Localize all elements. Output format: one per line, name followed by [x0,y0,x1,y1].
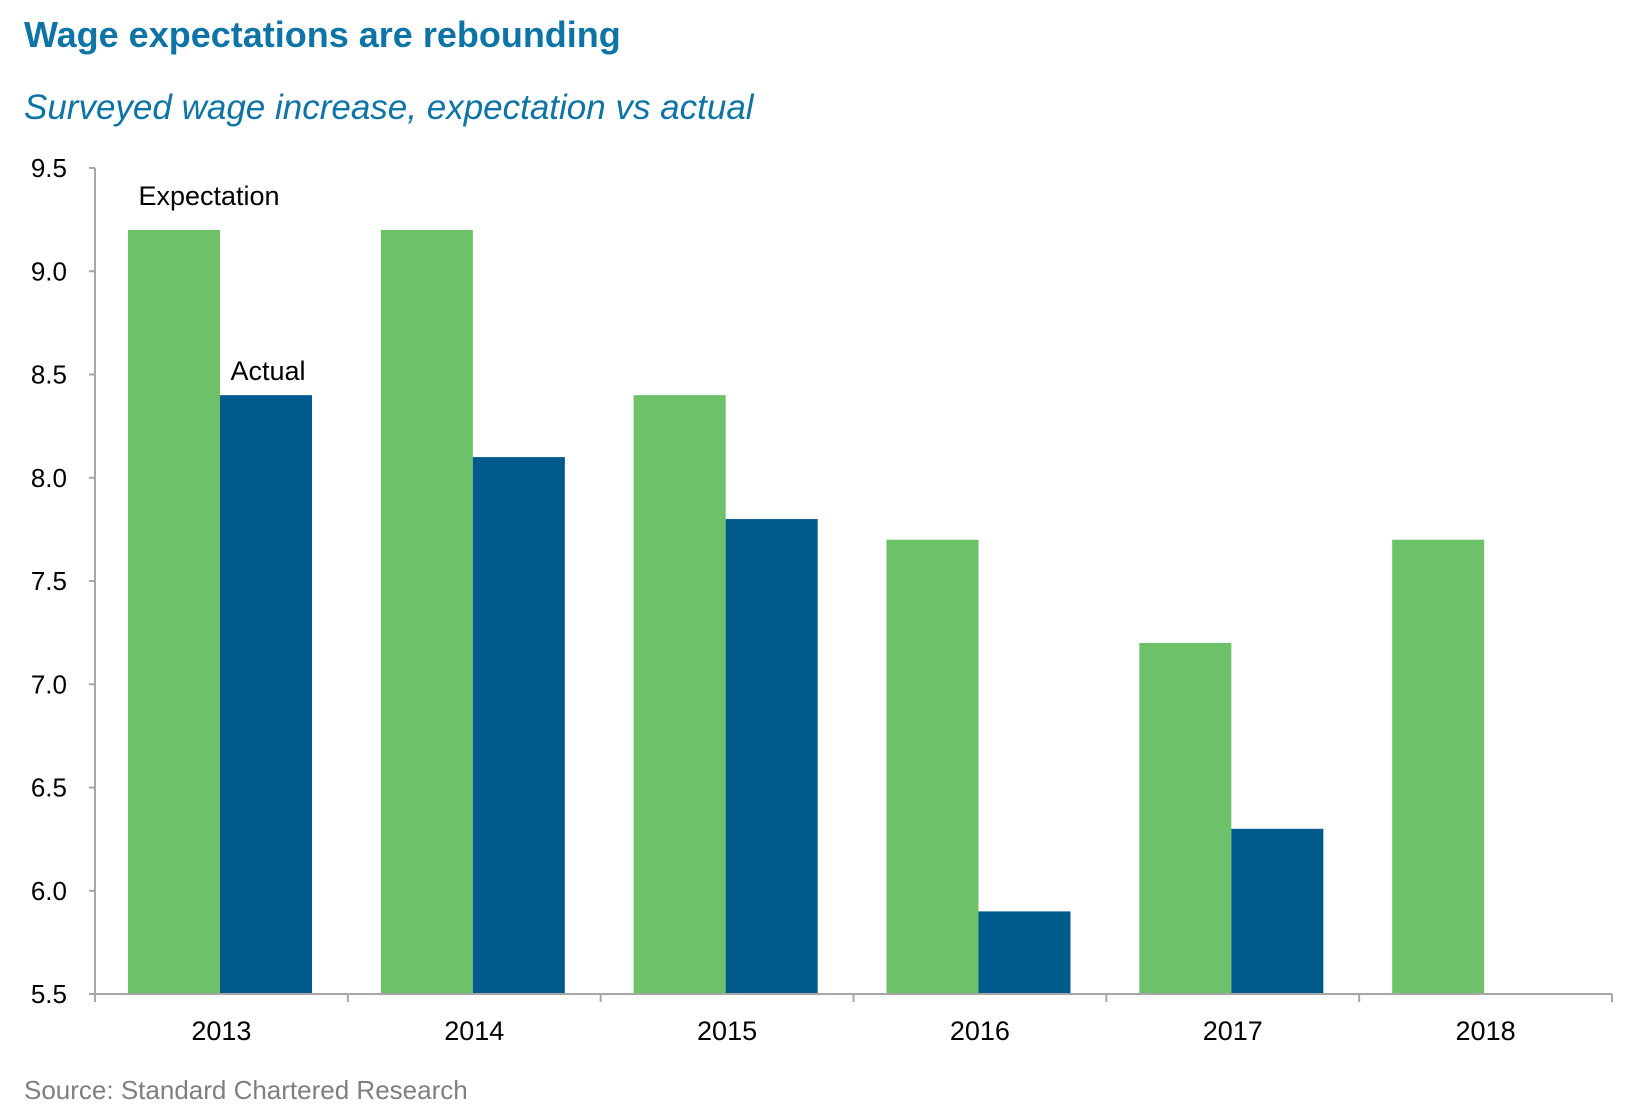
y-tick-label: 7.0 [31,669,67,699]
expectation-bar [1392,539,1485,994]
expectation-bar [633,395,726,994]
y-tick-label: 9.5 [31,153,67,183]
actual-bar [1231,828,1324,994]
x-tick-label: 2013 [191,1016,251,1046]
x-tick-label: 2014 [444,1016,504,1046]
actual-bar [978,911,1071,994]
x-tick-label: 2015 [697,1016,757,1046]
actual-bar [472,457,565,995]
y-tick-label: 6.5 [31,773,67,803]
y-tick-label: 9.0 [31,256,67,286]
y-tick-label: 8.5 [31,360,67,390]
x-tick-label: 2018 [1456,1016,1516,1046]
y-tick-label: 6.0 [31,876,67,906]
actual-bar [725,519,818,994]
chart-title: Wage expectations are rebounding [24,14,621,55]
y-tick-label: 7.5 [31,566,67,596]
expectation-bar [886,539,979,994]
y-axis: 5.5 6.0 6.5 7.0 7.5 8.0 8.5 9.0 9.5 [31,153,96,1009]
bars [128,229,1485,995]
x-axis [94,993,1613,1002]
chart-subtitle: Surveyed wage increase, expectation vs a… [24,88,754,127]
expectation-bar [1139,642,1232,994]
series-labels: Expectation Actual [138,181,305,386]
y-tick-label: 8.0 [31,463,67,493]
source-note: Source: Standard Chartered Research [24,1075,468,1105]
expectation-bar [128,229,220,994]
expectation-bar [380,229,473,994]
y-tick-label: 5.5 [31,979,67,1009]
series-label-actual: Actual [230,356,305,386]
x-tick-label: 2016 [950,1016,1010,1046]
x-tick-labels: 2013 2014 2015 2016 2017 2018 [191,1016,1515,1046]
x-tick-label: 2017 [1203,1016,1263,1046]
actual-bar [220,395,312,994]
series-label-expectation: Expectation [138,181,279,211]
